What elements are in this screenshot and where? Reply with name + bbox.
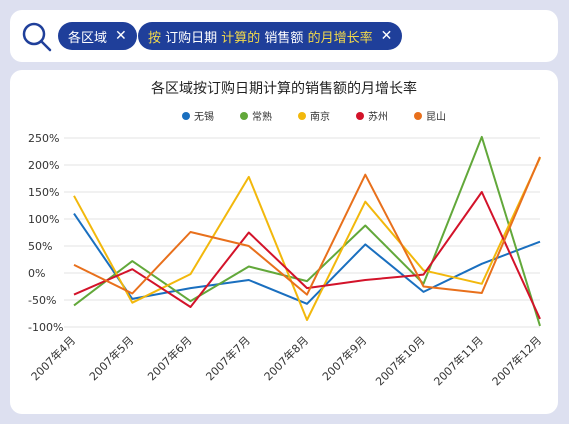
x-tick-label: 2007年10月 <box>372 333 427 388</box>
y-tick-label: -100% <box>28 321 63 334</box>
chip-part-5: 的月增长率 <box>307 30 373 46</box>
legend-label: 常熟 <box>252 110 272 123</box>
legend-marker <box>356 112 364 120</box>
y-tick-label: 200% <box>28 159 59 172</box>
x-tick-label: 2007年4月 <box>28 333 78 383</box>
filter-chip-query[interactable]: 按 订购日期 计算的 销售额 的月增长率 ✕ <box>138 22 403 50</box>
y-tick-label: 100% <box>28 213 59 226</box>
chart-title: 各区域按订购日期计算的销售额的月增长率 <box>151 80 417 97</box>
chip-part-2: 订购日期 <box>161 30 222 46</box>
search-bar[interactable]: 各区域 ✕ 按 订购日期 计算的 销售额 的月增长率 ✕ <box>10 10 558 62</box>
y-tick-label: 250% <box>28 132 59 145</box>
legend-label: 无锡 <box>194 110 214 123</box>
close-icon[interactable]: ✕ <box>115 28 127 44</box>
series-line-1 <box>73 213 541 305</box>
x-tick-label: 2007年7月 <box>203 333 253 383</box>
y-tick-label: 50% <box>28 240 52 253</box>
series-line-3 <box>73 157 541 321</box>
legend-marker <box>414 112 422 120</box>
legend-label: 苏州 <box>368 110 388 123</box>
y-tick-label: 0% <box>28 267 45 280</box>
search-icon[interactable] <box>20 20 52 52</box>
chart-card: 各区域按订购日期计算的销售额的月增长率 无锡 常熟 南京 苏州 昆山 250% 200% 15… <box>10 70 558 414</box>
legend-marker <box>240 112 248 120</box>
series-line-4 <box>73 191 541 320</box>
x-tick-label: 2007年9月 <box>319 333 369 383</box>
x-tick-label: 2007年8月 <box>261 333 311 383</box>
legend-marker <box>182 112 190 120</box>
line-chart: 各区域按订购日期计算的销售额的月增长率 无锡 常熟 南京 苏州 昆山 250% 200% 15… <box>28 80 544 388</box>
x-tick-label: 2007年5月 <box>86 333 136 383</box>
chip-part-1: 按 <box>148 30 162 46</box>
series-line-5 <box>73 156 541 296</box>
chip-part-3: 计算的 <box>221 30 261 46</box>
close-icon[interactable]: ✕ <box>380 28 393 44</box>
x-tick-label: 2007年11月 <box>431 333 486 388</box>
y-tick-label: 150% <box>28 186 59 199</box>
chip-label-region: 各区域 <box>68 30 108 46</box>
x-tick-label: 2007年6月 <box>144 333 194 383</box>
legend-label: 南京 <box>310 110 330 123</box>
x-tick-label: 2007年12月 <box>489 333 544 388</box>
chip-part-4: 销售额 <box>260 30 308 46</box>
legend-marker <box>298 112 306 120</box>
legend-label: 昆山 <box>426 111 446 123</box>
y-tick-label: -50% <box>28 294 56 307</box>
filter-chip-region[interactable]: 各区域 ✕ <box>58 22 137 50</box>
